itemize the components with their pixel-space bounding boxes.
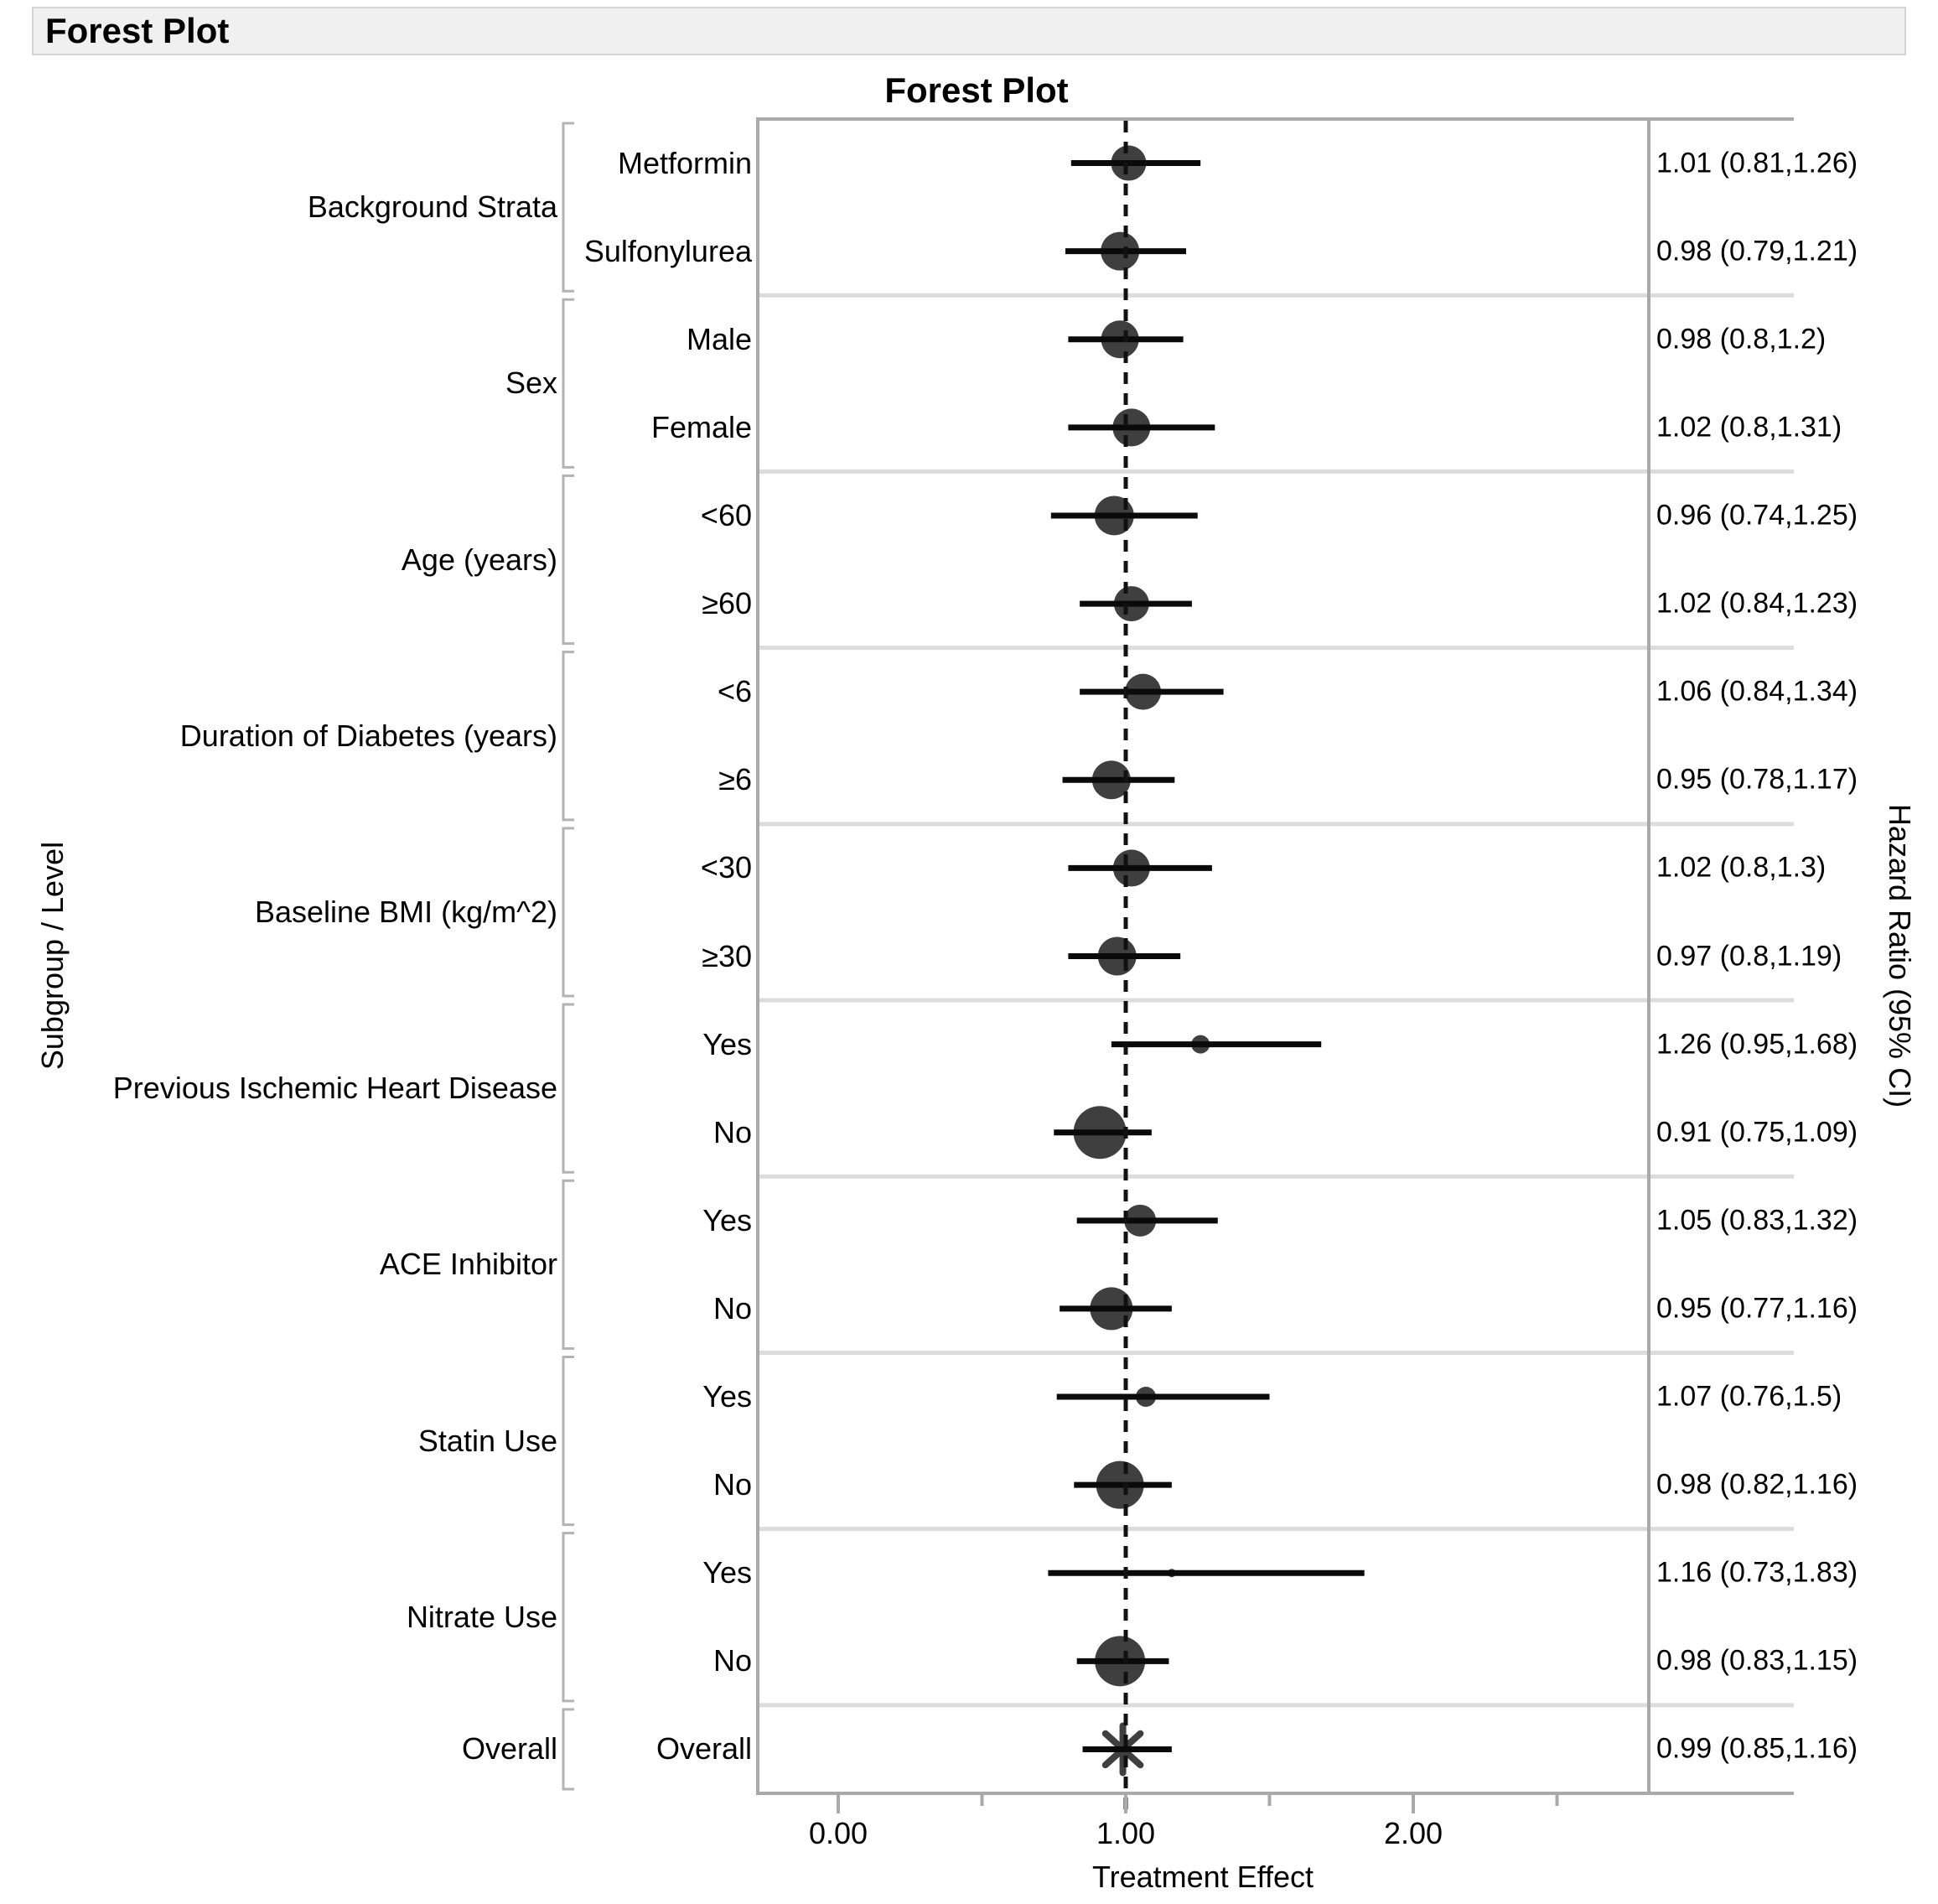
group-bracket (562, 1532, 574, 1703)
chart-title: Forest Plot (884, 70, 1069, 110)
x-axis-title: Treatment Effect (1091, 1860, 1314, 1894)
group-bracket (562, 1355, 574, 1527)
group-bracket (562, 1179, 574, 1350)
plot-frame (756, 117, 1650, 1795)
group-bracket (562, 651, 574, 822)
report-outline-header[interactable]: Forest Plot (32, 7, 1906, 55)
group-bracket (562, 298, 574, 469)
report-outline-title: Forest Plot (45, 11, 230, 50)
group-bracket (562, 1708, 574, 1791)
group-bracket (562, 827, 574, 998)
group-bracket (562, 1003, 574, 1174)
group-bracket (562, 474, 574, 646)
group-bracket (562, 122, 574, 293)
